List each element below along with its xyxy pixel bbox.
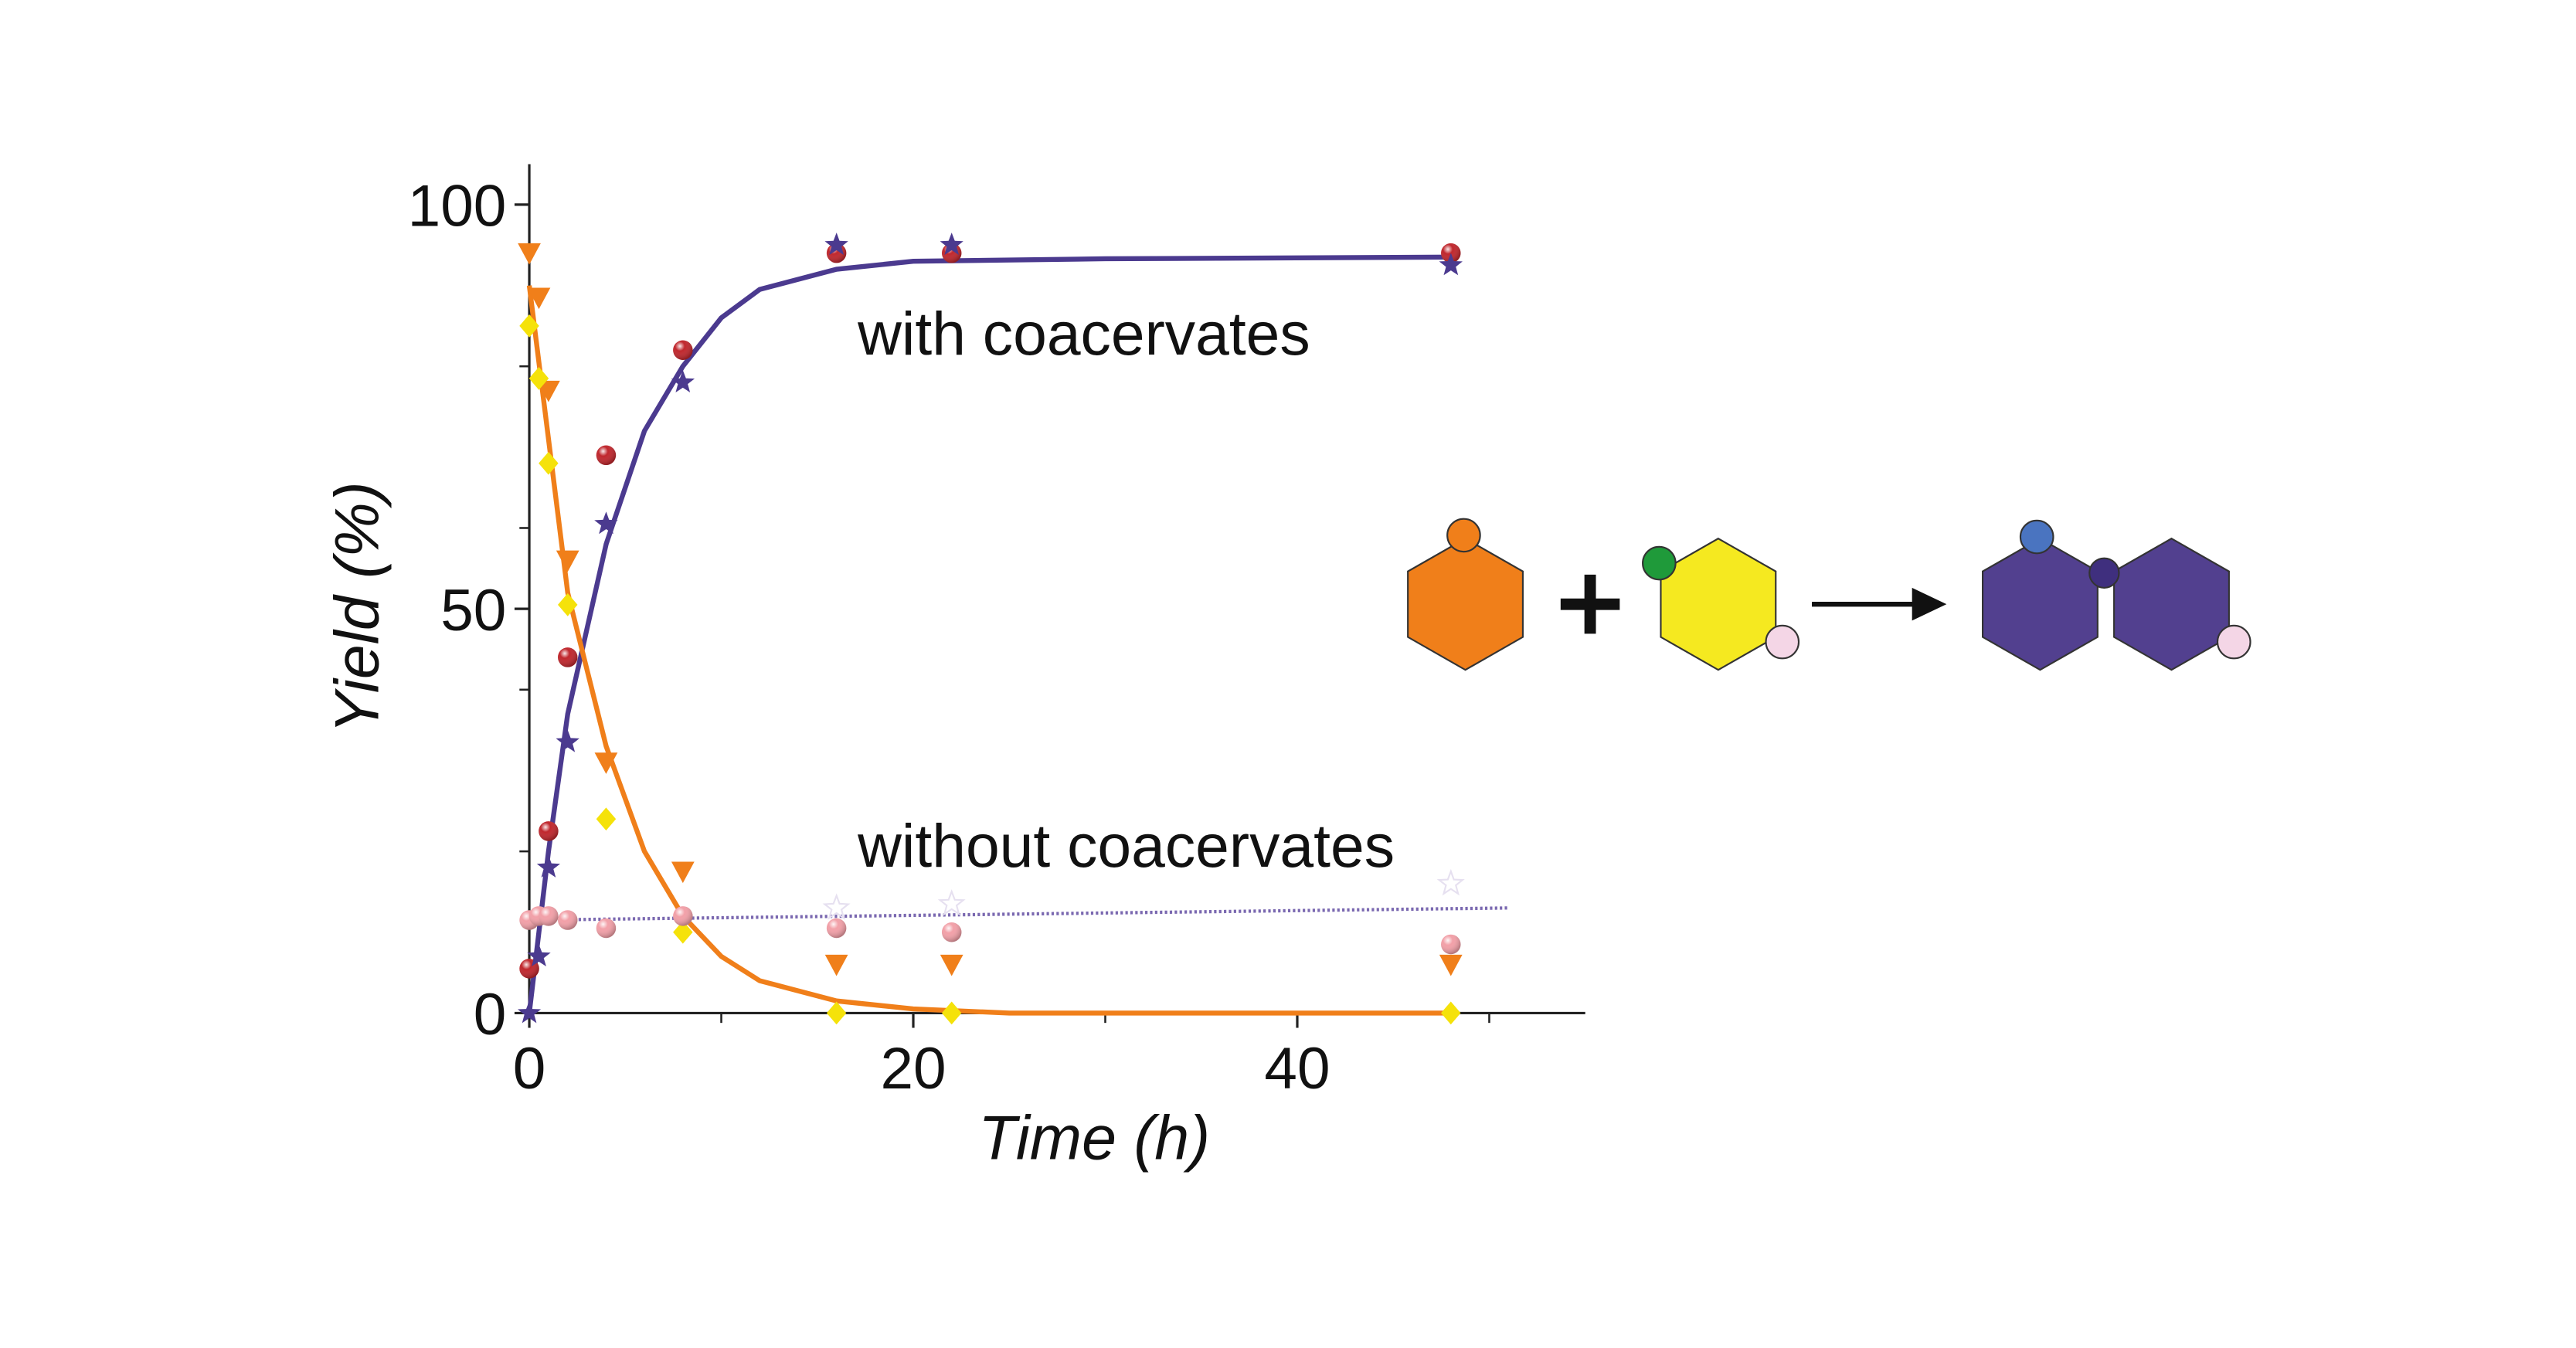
triangle-point [940,954,963,976]
sphere-shine [673,906,693,926]
annotation: without coacervates [857,812,1395,880]
triangle-point [537,380,560,402]
sphere-shine [596,918,617,939]
sphere-shine [826,918,847,939]
y-tick-label: 100 [408,174,507,239]
diamond-point [826,1001,847,1025]
y-tick-label: 50 [440,578,506,643]
sphere-point [673,340,693,361]
star-point [671,370,695,392]
x-tick-label: 20 [880,1036,946,1102]
orange-group [1446,518,1481,553]
orange-hexagon [1407,537,1524,671]
fit-curve [526,285,1451,1016]
hollow-star-point [1436,868,1465,896]
purple-hexagon [2113,537,2230,671]
sphere-shine [539,821,559,841]
sphere-shine [557,910,578,930]
star-point [1439,253,1463,276]
sphere-point [941,922,962,942]
sphere-point [596,445,617,466]
arrow-head [1912,587,1947,621]
sphere-shine [673,340,693,361]
sphere-point [1441,934,1461,955]
hollow-star-point [822,893,851,920]
diamond-point [528,366,549,390]
sphere-point [539,906,559,926]
blue-group [2019,519,2054,555]
diamond-point [941,1001,962,1025]
star-point [517,1000,542,1024]
triangle-point [518,243,541,265]
star-point [594,511,618,535]
fit-curve [526,254,1451,1014]
star-point [824,233,848,256]
triangle-point [1439,954,1463,976]
diamond-point [673,920,693,944]
reaction-scheme [1407,518,2251,671]
diamond-point [557,593,578,616]
triangle-point [824,954,848,976]
green-group [1642,545,1677,581]
y-tick-label: 0 [474,982,507,1048]
diamond-point [596,807,617,831]
sphere-point [539,821,559,841]
star-point [536,855,560,878]
x-axis-label: Time (h) [978,1104,1210,1173]
hollow-star-point [937,889,966,916]
triangle-point [671,861,695,884]
sphere-point [673,906,693,926]
plus-sign [1560,574,1620,634]
sphere-point [557,647,578,667]
x-tick-label: 0 [513,1036,546,1102]
triangle-point [594,752,618,774]
linker-group [2088,557,2120,589]
y-axis-label: Yield (%) [322,481,392,733]
sphere-shine [539,906,559,926]
pink-group [2216,624,2251,660]
triangle-point [556,550,579,572]
sphere-shine [596,445,617,466]
purple-hexagon [1982,537,2099,671]
x-tick-label: 40 [1264,1036,1330,1102]
sphere-shine [941,922,962,942]
pink-group [1765,624,1800,660]
sphere-point [826,918,847,939]
sphere-point [596,918,617,939]
diamond-point [539,451,559,475]
star-point [556,729,579,752]
annotation: with coacervates [857,300,1310,368]
yellow-hexagon [1660,537,1777,671]
star-point [940,233,963,256]
diamond-point [1441,1001,1461,1025]
star-point [527,944,551,967]
sphere-shine [1441,934,1461,955]
triangle-point [527,287,551,310]
sphere-shine [557,647,578,667]
sphere-point [557,910,578,930]
